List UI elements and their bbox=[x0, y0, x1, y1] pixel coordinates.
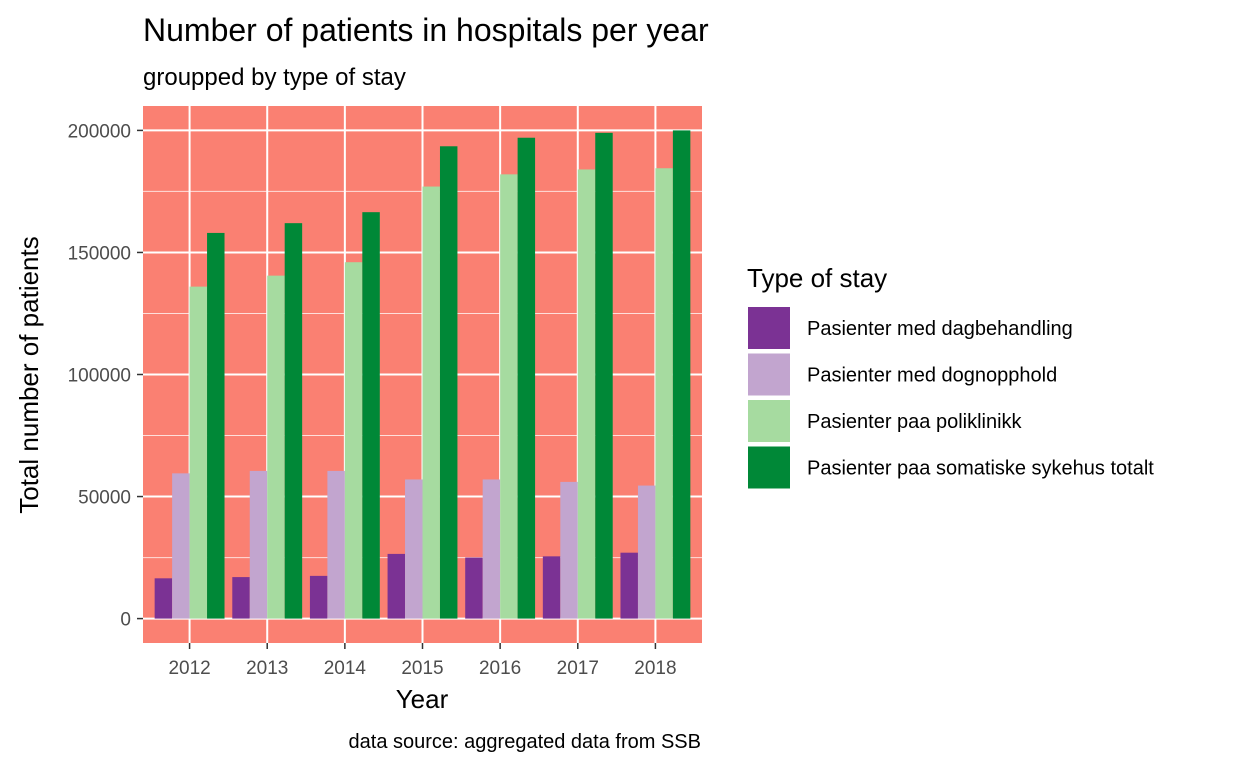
x-tick-label: 2016 bbox=[479, 658, 521, 679]
bar bbox=[517, 137, 536, 619]
bar bbox=[500, 174, 518, 619]
x-axis-label: Year bbox=[396, 684, 449, 714]
legend-label: Pasienter paa poliklinikk bbox=[807, 411, 1023, 433]
bar bbox=[655, 168, 673, 619]
legend-title: Type of stay bbox=[747, 263, 887, 293]
legend-label: Pasienter med dognopphold bbox=[807, 365, 1057, 387]
x-tick-label: 2013 bbox=[246, 658, 288, 679]
y-axis-label: Total number of patients bbox=[14, 236, 44, 514]
bar bbox=[172, 473, 190, 619]
x-tick-label: 2017 bbox=[557, 658, 599, 679]
y-tick-label: 150000 bbox=[68, 243, 131, 264]
y-tick-label: 0 bbox=[120, 610, 131, 631]
bar bbox=[422, 186, 440, 619]
y-axis: 0 50000 100000 150000 200000 bbox=[68, 121, 143, 631]
legend: Type of stay Pasienter med dagbehandling… bbox=[747, 263, 1154, 490]
bar bbox=[249, 470, 268, 619]
y-tick-label: 100000 bbox=[68, 366, 131, 387]
bar bbox=[637, 485, 656, 619]
bar bbox=[560, 481, 578, 619]
y-tick-label: 200000 bbox=[68, 121, 131, 142]
chart-title: Number of patients in hospitals per year bbox=[143, 12, 709, 48]
legend-label: Pasienter med dagbehandling bbox=[807, 318, 1073, 340]
bar bbox=[284, 223, 303, 619]
legend-key bbox=[748, 446, 790, 489]
x-tick-label: 2015 bbox=[401, 658, 443, 679]
x-tick-label: 2014 bbox=[324, 658, 367, 679]
legend-key bbox=[748, 307, 790, 349]
x-axis: 2012 2013 2014 2015 2016 2017 2018 bbox=[168, 643, 677, 679]
bar bbox=[189, 286, 208, 619]
bar bbox=[207, 232, 225, 619]
bar bbox=[620, 552, 638, 619]
bars bbox=[154, 130, 691, 619]
chart-subtitle: groupped by type of stay bbox=[143, 64, 406, 91]
bar bbox=[387, 553, 406, 619]
bar bbox=[232, 577, 250, 619]
bar bbox=[595, 132, 613, 619]
bar bbox=[267, 275, 285, 619]
legend-key bbox=[748, 353, 790, 396]
y-tick-label: 50000 bbox=[78, 488, 131, 509]
bar bbox=[309, 575, 328, 619]
bar bbox=[405, 479, 423, 619]
x-tick-label: 2012 bbox=[168, 658, 210, 679]
legend-label: Pasienter paa somatiske sykehus totalt bbox=[807, 458, 1154, 480]
chart-caption: data source: aggregated data from SSB bbox=[349, 731, 701, 753]
bar bbox=[154, 578, 173, 619]
bar bbox=[542, 556, 561, 619]
bar bbox=[577, 169, 596, 619]
x-tick-label: 2018 bbox=[634, 658, 676, 679]
bar bbox=[344, 262, 363, 619]
bar bbox=[672, 130, 691, 619]
bar bbox=[482, 479, 501, 619]
bar bbox=[362, 212, 380, 619]
bar bbox=[327, 470, 345, 619]
legend-key bbox=[748, 400, 790, 442]
bar bbox=[439, 146, 458, 619]
bar bbox=[465, 557, 483, 619]
